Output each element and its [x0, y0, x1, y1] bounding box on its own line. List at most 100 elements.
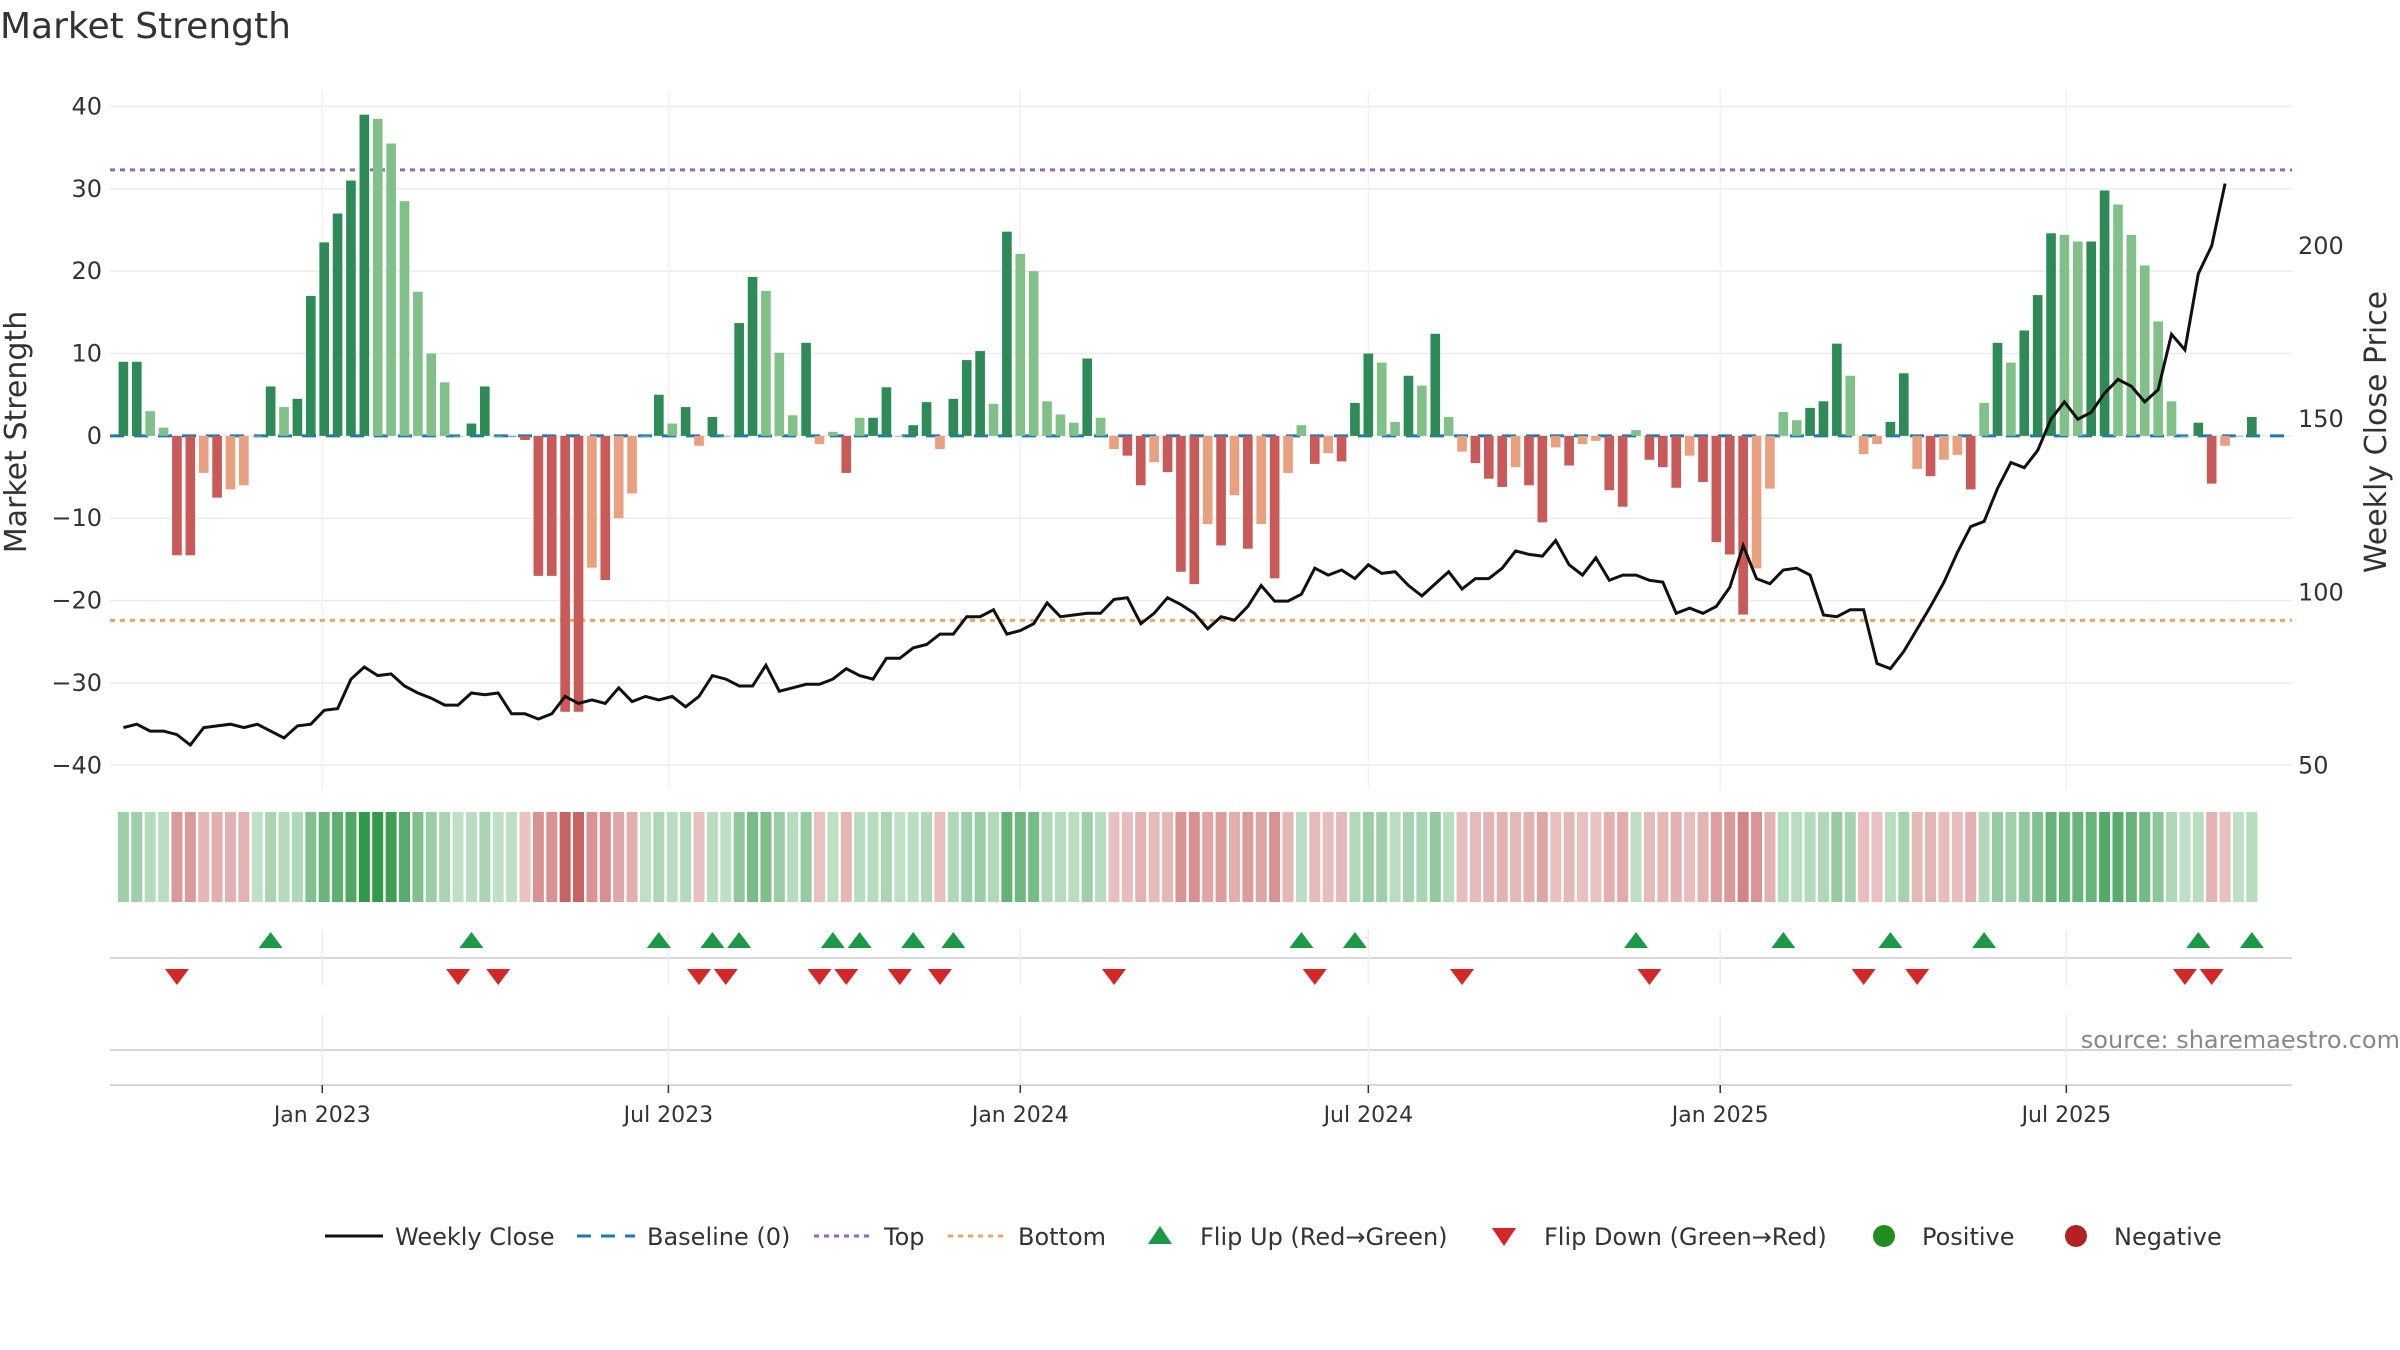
strength-bar [319, 242, 330, 436]
strength-bar [2153, 321, 2163, 436]
strength-bar [1698, 435, 1708, 482]
strength-bar [252, 435, 263, 437]
strength-bar [2139, 265, 2150, 436]
strength-bar [413, 291, 423, 436]
legend-item-bottom: Bottom [948, 1223, 1106, 1251]
heat-cell [1925, 812, 1937, 902]
strength-bar [1939, 435, 1949, 460]
strength-bar [787, 415, 798, 436]
heat-cell [1710, 812, 1722, 902]
heat-cell [144, 812, 156, 902]
strength-bar [265, 386, 276, 436]
strength-bar [694, 435, 704, 446]
x-tick-label: Jul 2023 [622, 1103, 714, 1128]
heat-cell [291, 812, 303, 902]
strength-bar [1738, 435, 1748, 615]
strength-heat-strip [117, 812, 2258, 902]
flip-down-marker [1450, 969, 1475, 985]
heat-cell [1443, 812, 1455, 902]
strength-bar [1658, 435, 1668, 468]
heat-cell [599, 812, 611, 902]
strength-bar [1363, 353, 1374, 436]
strength-bar [439, 382, 450, 436]
heat-cell [1228, 812, 1240, 902]
strength-bar [1256, 435, 1267, 524]
legend-item-flip-down: Flip Down (Green→Red) [1492, 1223, 1827, 1251]
heat-cell [1175, 812, 1187, 902]
heat-cell [934, 812, 946, 902]
heat-cell [626, 812, 638, 902]
heat-cell [1938, 812, 1950, 902]
strength-bar [600, 435, 611, 580]
left-tick-label: 0 [87, 422, 102, 450]
heat-cell [666, 812, 678, 902]
strength-bar [2046, 233, 2056, 436]
heat-cell [385, 812, 397, 902]
legend-item-baseline: Baseline (0) [577, 1223, 790, 1251]
strength-bar [1885, 421, 1896, 436]
x-axis-ticks: Jan 2023 Jul 2023 Jan 2024 Jul 2024 Jan 2025… [272, 1085, 2111, 1128]
strength-bar [359, 114, 370, 436]
strength-bar [1805, 407, 1815, 436]
heat-cell [1978, 812, 1990, 902]
heat-cell [2125, 812, 2137, 902]
legend-item-top: Top [814, 1223, 925, 1251]
heat-cell [1095, 812, 1107, 902]
flip-up-marker [847, 932, 872, 948]
strength-bar [894, 435, 905, 437]
strength-bar [1858, 435, 1869, 454]
heat-cell [1322, 812, 1334, 902]
strength-bar [667, 423, 678, 436]
flip-up-marker [1771, 932, 1796, 948]
flip-down-marker [1637, 969, 1662, 985]
flip-down-marker [164, 969, 189, 985]
strength-bar [747, 276, 758, 436]
heat-cell [639, 812, 651, 902]
heat-cell [1577, 812, 1589, 902]
strength-bar [908, 425, 919, 436]
heat-cell [1951, 812, 1963, 902]
dot-panel [110, 1015, 2292, 1086]
strength-bar [2072, 241, 2083, 436]
right-tick-label: 100 [2298, 578, 2344, 606]
x-tick-label: Jan 2025 [1670, 1103, 1769, 1128]
strength-bar [868, 417, 878, 436]
heat-cell [198, 812, 210, 902]
strength-bar [1965, 435, 1976, 490]
strength-bar [2059, 234, 2070, 436]
flip-down-marker [834, 969, 859, 985]
strength-bar [520, 435, 530, 440]
strength-bar [198, 435, 209, 473]
strength-bar [1376, 362, 1387, 436]
flip-down-marker [887, 969, 912, 985]
heat-cell [224, 812, 236, 902]
flip-up-marker [941, 932, 966, 948]
heat-cell [358, 812, 370, 902]
flip-up-marker [1342, 932, 1367, 948]
heat-cell [907, 812, 919, 902]
heat-cell [305, 812, 317, 902]
strength-bar [1524, 435, 1534, 486]
heat-cell [1791, 812, 1803, 902]
strength-bar [1457, 435, 1467, 452]
strength-bar [1818, 401, 1829, 436]
heat-cell [2179, 812, 2191, 902]
heat-cell [265, 812, 277, 902]
legend-label: Baseline (0) [647, 1223, 790, 1251]
source-credit: source: sharemaestro.com [2081, 1026, 2400, 1054]
strength-bar [1390, 421, 1400, 436]
heat-cell [2099, 812, 2111, 902]
heat-cell [1429, 812, 1441, 902]
strength-bar [1845, 375, 1856, 436]
right-tick-label: 200 [2298, 232, 2344, 260]
strength-bar [2233, 435, 2244, 437]
heat-cell [1041, 812, 1053, 902]
heat-cell [318, 812, 330, 902]
strength-bar [1309, 435, 1320, 464]
strength-bar [1042, 401, 1052, 436]
heat-cell [1403, 812, 1414, 902]
heat-cell [1697, 812, 1709, 902]
main-grid [110, 90, 2292, 790]
strength-bar [1122, 435, 1133, 456]
strength-bar [1323, 435, 1333, 454]
